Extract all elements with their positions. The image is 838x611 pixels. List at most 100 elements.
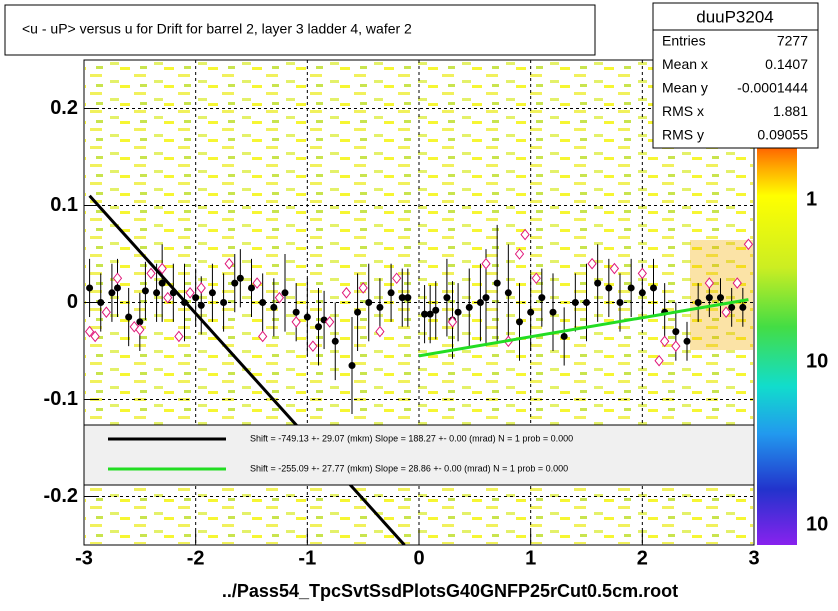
data-point — [146, 267, 156, 280]
data-point — [196, 282, 206, 294]
x-tick-label: 0 — [413, 547, 424, 569]
data-point — [354, 308, 362, 316]
data-point — [375, 325, 385, 338]
data-point — [197, 301, 205, 309]
palette-label: 10 — [806, 513, 828, 535]
data-point — [538, 294, 546, 302]
data-point — [465, 303, 473, 311]
data-point — [259, 299, 267, 306]
data-point — [325, 316, 335, 328]
stats-key: Mean y — [662, 80, 708, 96]
data-point — [404, 294, 412, 302]
color-palette — [757, 148, 797, 545]
data-point — [493, 279, 501, 287]
data-point — [185, 286, 195, 299]
stats-key: RMS x — [662, 103, 704, 119]
stats-value: 0.1407 — [765, 56, 808, 72]
data-point — [101, 306, 111, 319]
data-point — [84, 325, 95, 338]
x-axis-label: ../Pass54_TpcSvtSsdPlotsG40GNFP25rCut0.5… — [222, 581, 678, 601]
y-tick-label: 0 — [67, 291, 78, 313]
data-point — [315, 323, 322, 331]
data-point — [274, 291, 285, 304]
data-point — [531, 272, 541, 285]
data-point — [447, 316, 458, 328]
y-tick-label: -0.1 — [44, 388, 78, 410]
fit-line — [418, 298, 749, 358]
data-point — [739, 303, 747, 311]
stats-key: Entries — [662, 33, 706, 49]
data-point — [258, 330, 268, 343]
data-point — [292, 308, 300, 316]
data-point — [694, 299, 702, 306]
data-point — [594, 279, 602, 287]
x-tick-label: 1 — [525, 547, 536, 569]
data-point — [348, 362, 356, 370]
data-point — [376, 303, 384, 311]
data-point — [609, 262, 620, 275]
data-point — [627, 284, 635, 292]
stats-key: Mean x — [662, 56, 708, 72]
data-point — [90, 330, 100, 343]
data-point — [163, 291, 173, 304]
data-point — [392, 272, 402, 285]
data-point — [192, 294, 200, 302]
data-point — [605, 284, 613, 292]
data-point — [341, 286, 352, 299]
data-point — [454, 308, 462, 316]
data-point — [112, 272, 123, 285]
data-point — [291, 316, 301, 328]
y-tick-label: 0.2 — [50, 97, 78, 119]
data-point — [432, 306, 440, 314]
stats-value: 0.09055 — [757, 127, 808, 143]
data-point — [671, 340, 681, 352]
data-point — [728, 303, 736, 311]
legend-entry: Shift = -749.13 +- 29.07 (mkm) Slope = 1… — [250, 433, 573, 443]
data-point — [672, 328, 680, 336]
data-point — [476, 299, 484, 306]
data-point — [136, 318, 144, 326]
data-point — [252, 277, 262, 289]
data-point — [236, 274, 244, 282]
data-point — [583, 299, 590, 306]
data-point — [717, 294, 724, 302]
data-point — [421, 310, 429, 318]
data-point — [108, 289, 116, 297]
data-point — [527, 308, 535, 316]
data-point — [549, 308, 557, 316]
stats-value: 1.881 — [773, 103, 808, 119]
stats-key: RMS y — [662, 127, 704, 143]
y-tick-label: 0.1 — [50, 194, 78, 216]
data-point — [224, 257, 234, 270]
x-tick-label: -3 — [75, 547, 93, 569]
stats-value: 7277 — [777, 33, 808, 49]
data-point — [220, 299, 228, 306]
data-point — [504, 289, 512, 297]
stats-value: -0.0001444 — [737, 80, 808, 96]
data-point — [398, 294, 406, 302]
data-point — [158, 279, 166, 287]
data-point — [571, 299, 579, 306]
legend-entry: Shift = -255.09 +- 27.77 (mkm) Slope = 2… — [250, 463, 568, 473]
data-point — [86, 284, 94, 292]
data-point — [248, 284, 255, 292]
data-point — [637, 267, 647, 280]
data-point — [303, 313, 311, 321]
stats-box — [652, 2, 819, 149]
data-point — [135, 323, 145, 336]
data-point — [231, 279, 239, 287]
data-point — [704, 277, 714, 289]
data-point — [743, 238, 754, 251]
data-point — [654, 354, 664, 367]
stats-title: duuP3204 — [696, 7, 774, 26]
fit-line — [88, 194, 406, 545]
data-point — [174, 330, 184, 343]
legend-box — [83, 424, 755, 486]
data-point — [705, 294, 713, 302]
x-tick-label: 2 — [637, 547, 648, 569]
data-point — [443, 294, 451, 302]
data-point — [358, 282, 368, 294]
data-point — [520, 228, 530, 241]
data-point — [331, 337, 339, 345]
data-point — [616, 299, 624, 306]
